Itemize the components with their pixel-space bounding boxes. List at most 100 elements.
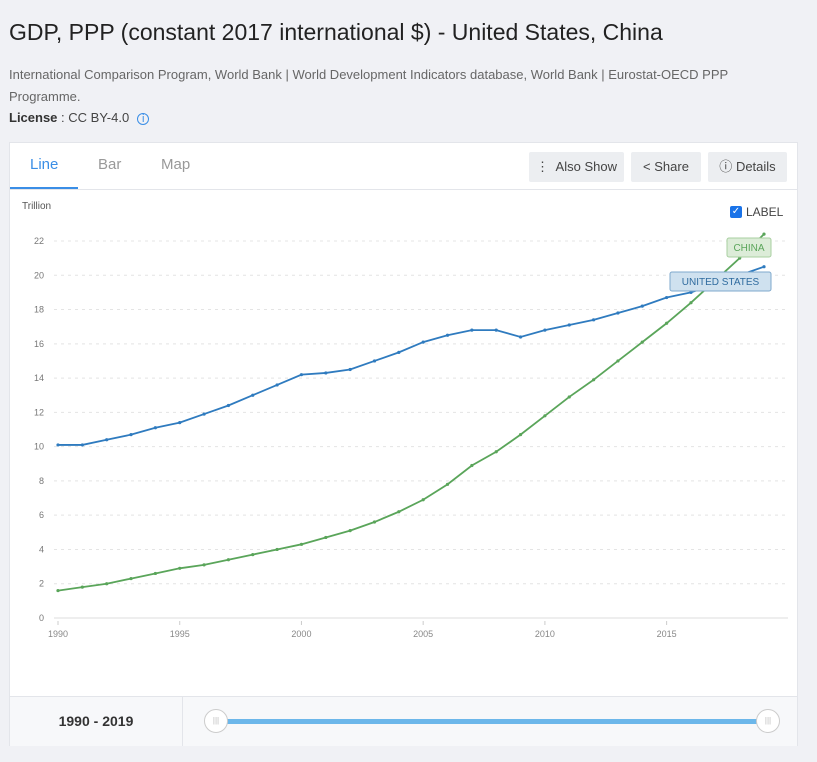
range-start: 1990 — [58, 713, 90, 729]
united-states-label-box — [669, 271, 772, 292]
data-point — [421, 498, 425, 502]
info-circle-icon: ⓘ — [719, 159, 733, 174]
y-tick-label: 20 — [34, 270, 44, 280]
data-point — [105, 438, 109, 442]
also-show-label: Also Show — [555, 159, 617, 174]
data-point — [153, 571, 157, 576]
data-point — [470, 328, 474, 332]
range-slider-track[interactable] — [218, 719, 766, 724]
data-point — [178, 421, 182, 425]
label-toggle-text: LABEL — [746, 205, 784, 219]
share-label: Share — [654, 159, 689, 174]
y-tick-label: 16 — [34, 339, 44, 349]
share-icon: < — [643, 159, 651, 174]
y-tick-label: 18 — [34, 305, 44, 315]
data-point — [518, 433, 523, 437]
data-point — [591, 318, 596, 322]
license-value: : CC BY-4.0 — [61, 110, 130, 125]
united-states-label: UNITED STATES — [682, 277, 760, 288]
data-point — [80, 585, 84, 589]
data-point — [567, 395, 571, 399]
data-point — [202, 563, 206, 567]
data-point — [543, 328, 547, 332]
details-button[interactable]: ⓘ Details — [708, 152, 787, 182]
data-point — [591, 378, 596, 382]
data-point — [616, 359, 620, 363]
data-point — [445, 333, 450, 337]
data-point — [640, 340, 644, 344]
data-point — [616, 311, 620, 315]
y-tick-label: 2 — [39, 579, 44, 589]
x-tick-label: 2015 — [657, 629, 677, 639]
range-sep: - — [89, 713, 103, 729]
data-point — [640, 304, 644, 308]
data-point — [56, 443, 60, 447]
label-toggle[interactable]: ✓ LABEL — [730, 205, 783, 219]
range-footer: 1990 - 2019 ||| ||| — [10, 696, 797, 746]
year-range: 1990 - 2019 — [10, 697, 183, 746]
range-end: 2019 — [102, 713, 134, 729]
y-tick-label: 22 — [34, 236, 44, 246]
y-tick-label: 12 — [34, 407, 44, 417]
also-show-button[interactable]: ⋮ Also Show — [529, 152, 624, 182]
data-point — [275, 547, 279, 552]
data-point — [324, 535, 328, 540]
series-line-united-states — [58, 265, 765, 446]
data-point — [56, 588, 60, 593]
data-point — [689, 301, 693, 305]
china-label-box — [726, 237, 772, 258]
active-tab-indicator — [10, 187, 78, 189]
license: License : CC BY-4.0 i — [9, 110, 150, 125]
data-point — [105, 582, 109, 586]
data-point — [372, 359, 377, 363]
x-tick-label: 2005 — [413, 629, 433, 639]
source-text: International Comparison Program, World … — [9, 67, 728, 104]
tab-bar-chart[interactable]: Bar — [98, 156, 122, 173]
data-point — [80, 443, 84, 447]
y-tick-label: 8 — [39, 476, 44, 486]
data-point — [445, 482, 450, 486]
data-point — [665, 321, 669, 325]
data-point — [494, 328, 498, 332]
info-icon[interactable]: i — [137, 113, 150, 125]
details-label: Details — [735, 159, 776, 174]
tab-bar: Line Bar Map ⋮ Also Show < Share ⓘ Detai… — [10, 143, 797, 190]
data-point — [470, 463, 474, 468]
page-title: GDP, PPP (constant 2017 international $)… — [9, 19, 663, 45]
data-point — [324, 371, 328, 375]
x-tick-label: 2000 — [291, 629, 311, 639]
line-chart: Trillion 0 2 4 6 8 10 12 14 16 18 20 22 1990 1995 2000 2… — [22, 201, 788, 639]
tab-map[interactable]: Map — [161, 156, 191, 173]
data-point — [129, 576, 133, 581]
data-point — [494, 450, 498, 454]
chart-card: Line Bar Map ⋮ Also Show < Share ⓘ Detai… — [9, 142, 798, 746]
y-tick-label: 4 — [39, 544, 44, 554]
data-point — [543, 414, 547, 418]
data-point — [567, 323, 571, 327]
data-point — [762, 232, 766, 236]
checkbox-checked-icon[interactable]: ✓ — [730, 206, 742, 218]
data-point — [372, 520, 377, 524]
data-point — [421, 340, 425, 344]
data-point — [251, 393, 255, 397]
series-line-china — [57, 233, 765, 592]
data-point — [178, 566, 182, 570]
data-point — [202, 412, 206, 416]
data-point — [397, 510, 401, 514]
y-axis-label: Trillion — [22, 201, 51, 212]
range-slider-end-handle[interactable]: ||| — [756, 709, 780, 733]
data-point — [226, 558, 231, 562]
license-label: License — [9, 110, 58, 125]
y-tick-label: 10 — [34, 442, 44, 452]
data-point — [299, 373, 304, 377]
data-point — [762, 265, 766, 269]
share-button[interactable]: < Share — [631, 152, 701, 182]
more-vertical-icon: ⋮ — [536, 159, 550, 174]
china-label: CHINA — [733, 243, 764, 254]
y-tick-label: 6 — [39, 510, 44, 520]
x-tick-label: 2010 — [535, 629, 555, 639]
tab-line[interactable]: Line — [30, 156, 59, 173]
data-point — [397, 350, 401, 354]
range-slider-start-handle[interactable]: ||| — [204, 709, 228, 733]
data-point — [518, 335, 523, 339]
